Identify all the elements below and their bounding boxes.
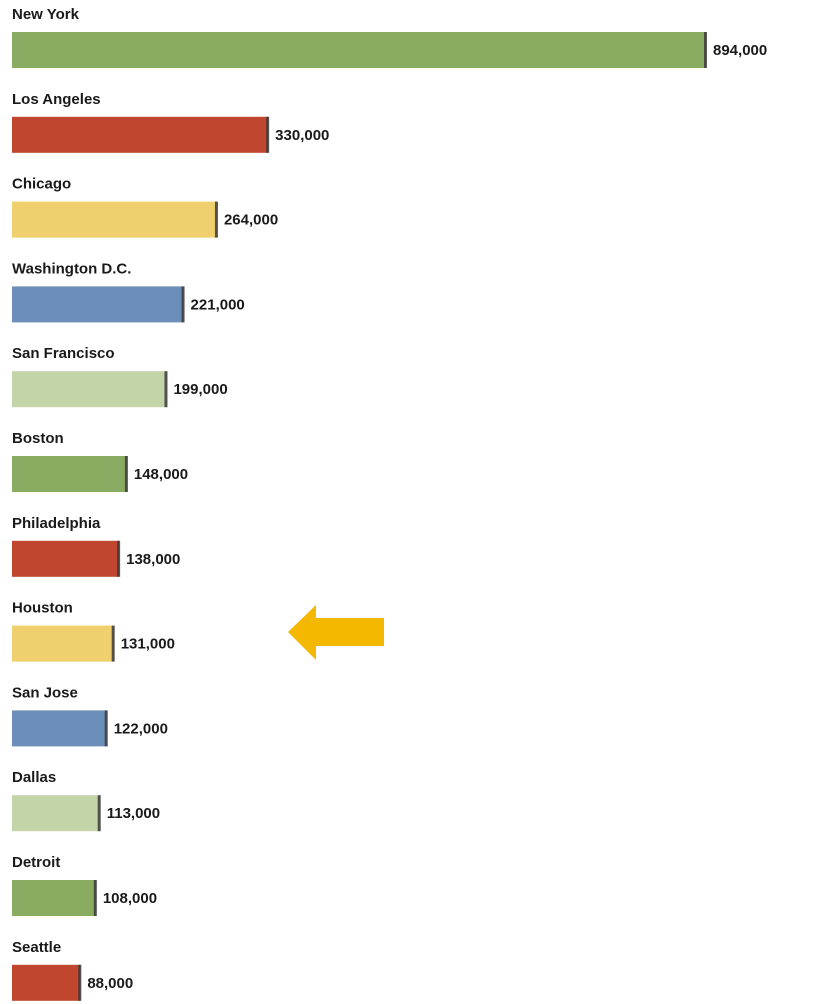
value-label: 221,000 xyxy=(191,296,245,313)
category-label: New York xyxy=(12,6,80,23)
bar xyxy=(12,710,107,747)
category-label: Houston xyxy=(12,600,73,617)
bar-shadow xyxy=(266,116,270,153)
category-label: Dallas xyxy=(12,769,56,786)
value-label: 264,000 xyxy=(224,212,278,229)
bar-shadow xyxy=(78,964,82,1001)
bar-shadow xyxy=(704,32,707,68)
bar xyxy=(12,625,114,662)
category-label: Chicago xyxy=(12,176,71,193)
bar-shadow xyxy=(104,710,108,747)
bar-shadow xyxy=(164,371,168,408)
bar-shadow xyxy=(117,540,121,577)
bar xyxy=(12,540,120,577)
arrow xyxy=(288,605,384,660)
value-label: 138,000 xyxy=(126,551,180,568)
bar xyxy=(12,286,184,323)
bar xyxy=(12,880,96,916)
category-label: Washington D.C. xyxy=(12,260,131,277)
bar xyxy=(12,32,706,68)
value-label: 113,000 xyxy=(107,805,160,822)
bar xyxy=(12,201,217,238)
category-label: Boston xyxy=(12,430,64,447)
value-label: 894,000 xyxy=(713,42,767,59)
category-label: Seattle xyxy=(12,939,61,956)
bar-shadow xyxy=(124,456,128,492)
category-label: Philadelphia xyxy=(12,515,101,532)
value-label: 131,000 xyxy=(121,636,175,653)
bar-shadow xyxy=(214,201,218,238)
category-label: Detroit xyxy=(12,854,60,871)
bar-shadow xyxy=(93,880,97,916)
bar-shadow xyxy=(181,286,185,323)
value-label: 148,000 xyxy=(134,466,188,483)
value-label: 199,000 xyxy=(173,381,227,398)
category-label: Los Angeles xyxy=(12,91,101,108)
bar-shadow xyxy=(111,625,115,662)
value-label: 88,000 xyxy=(87,975,133,992)
value-label: 108,000 xyxy=(103,890,157,907)
bar-shadow xyxy=(97,795,101,832)
bar xyxy=(12,795,100,832)
value-label: 122,000 xyxy=(114,720,168,737)
bar xyxy=(12,456,127,492)
bar xyxy=(12,371,167,408)
bar xyxy=(12,964,81,1001)
value-label: 330,000 xyxy=(275,127,329,144)
category-label: San Francisco xyxy=(12,345,115,362)
category-label: San Jose xyxy=(12,684,78,701)
bar xyxy=(12,116,269,153)
